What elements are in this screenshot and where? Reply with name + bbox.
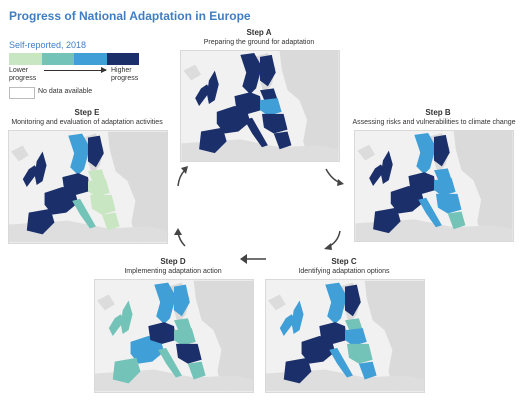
step-e-map [8, 130, 168, 244]
step-d-panel: Step D Implementing adaptation action [92, 257, 254, 393]
legend-no-data-label: No data available [38, 88, 93, 95]
step-a-name: Step A [246, 28, 272, 37]
step-d-description: Implementing adaptation action [124, 268, 222, 275]
map-balkans [273, 131, 292, 150]
arrow-e-to-a-icon [177, 166, 188, 187]
legend-swatch-2 [41, 53, 74, 65]
page-title: Progress of National Adaptation in Europ… [9, 9, 251, 23]
step-c-name: Step C [331, 257, 357, 266]
arrow-c-to-d-icon [240, 254, 266, 264]
map-poland [260, 98, 282, 116]
step-c-map [265, 279, 425, 393]
step-d-map [94, 279, 254, 393]
map-finland [260, 54, 276, 87]
map-italy [244, 117, 268, 148]
map-nordics [240, 52, 262, 95]
legend-swatch-1 [9, 53, 42, 65]
step-b-name: Step B [425, 108, 451, 117]
map-france [216, 106, 251, 134]
step-e-name: Step E [74, 108, 100, 117]
step-c-description: Identifying adaptation options [298, 268, 390, 275]
legend-low-label: Lower progress [9, 67, 37, 82]
legend-swatch-4 [106, 53, 139, 65]
step-a-map [180, 50, 340, 162]
legend-high-label: Higher progress [111, 67, 139, 82]
legend-arrow-icon [44, 67, 107, 73]
legend-title: Self-reported, 2018 [9, 40, 87, 50]
legend-swatch-3 [74, 53, 107, 65]
step-d-name: Step D [160, 257, 186, 266]
legend-color-scale [9, 53, 139, 65]
step-b-map [354, 130, 514, 242]
arrow-d-to-e-icon [174, 228, 186, 247]
map-uk [206, 70, 219, 105]
arrow-b-to-c-icon [324, 230, 341, 250]
step-e-panel: Step E Monitoring and evaluation of adap… [6, 108, 168, 244]
arrow-a-to-b-icon [325, 168, 344, 186]
step-b-panel: Step B Assessing risks and vulnerabiliti… [350, 108, 526, 242]
step-b-description: Assessing risks and vulnerabilities to c… [352, 119, 516, 126]
step-a-panel: Step A Preparing the ground for adaptati… [178, 28, 340, 162]
step-e-description: Monitoring and evaluation of adaptation … [11, 119, 163, 126]
legend-no-data-swatch [9, 87, 35, 99]
step-a-description: Preparing the ground for adaptation [203, 39, 315, 46]
map-central-east [261, 113, 288, 134]
map-ireland-uk [195, 84, 211, 106]
map-germany [234, 92, 262, 114]
map-iberia [199, 127, 227, 154]
step-c-panel: Step C Identifying adaptation options [263, 257, 425, 393]
